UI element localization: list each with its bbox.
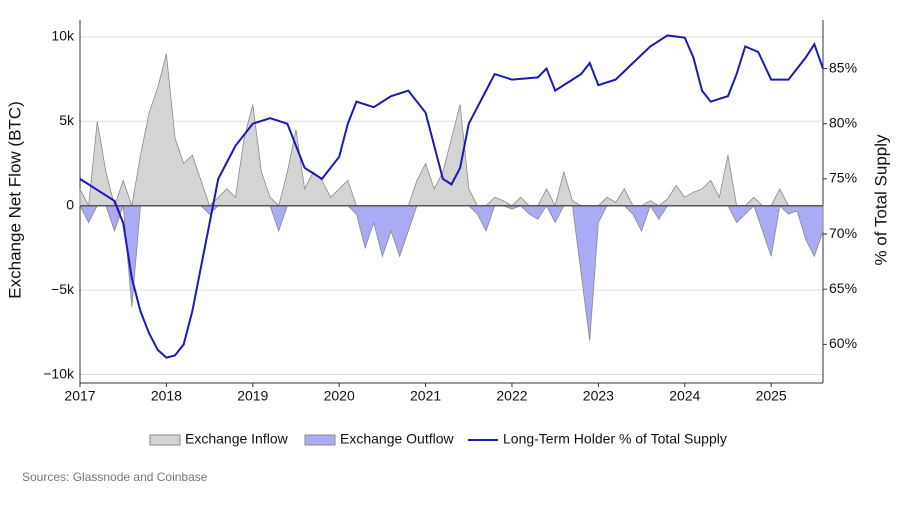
line <box>79 34 824 359</box>
legend-label: Exchange Inflow <box>185 431 289 447</box>
y2-tick-label: 80% <box>829 114 857 130</box>
legend-swatch <box>304 434 336 446</box>
x-tick-label: 2020 <box>324 388 355 404</box>
y-axis-title: Exchange Net Flow (BTC) <box>5 101 24 298</box>
y-tick-label: 10k <box>51 28 75 44</box>
legend-label: Long-Term Holder % of Total Supply <box>503 431 727 447</box>
x-tick-label: 2024 <box>669 388 700 404</box>
legend-label: Exchange Outflow <box>340 431 455 447</box>
y2-tick-label: 65% <box>829 280 857 296</box>
y2-tick-label: 75% <box>829 170 857 186</box>
x-tick-label: 2023 <box>583 388 614 404</box>
x-tick-label: 2025 <box>756 388 787 404</box>
y-tick-label: 0 <box>66 196 74 212</box>
x-tick-label: 2018 <box>151 388 182 404</box>
x-tick-label: 2022 <box>496 388 527 404</box>
area <box>79 204 824 341</box>
y2-axis-title: % of Total Supply <box>871 134 890 266</box>
y2-tick-label: 85% <box>829 59 857 75</box>
x-tick-label: 2017 <box>64 388 95 404</box>
y-tick-label: −5k <box>51 281 75 297</box>
source: Sources: Glassnode and Coinbase <box>22 470 208 484</box>
area <box>79 53 823 208</box>
x-tick-label: 2021 <box>410 388 441 404</box>
y-tick-label: −10k <box>43 365 75 381</box>
x-tick-label: 2019 <box>237 388 268 404</box>
y2-tick-label: 70% <box>829 225 857 241</box>
y-tick-label: 5k <box>59 112 75 128</box>
legend-swatch <box>149 434 181 446</box>
y2-tick-label: 60% <box>829 335 857 351</box>
